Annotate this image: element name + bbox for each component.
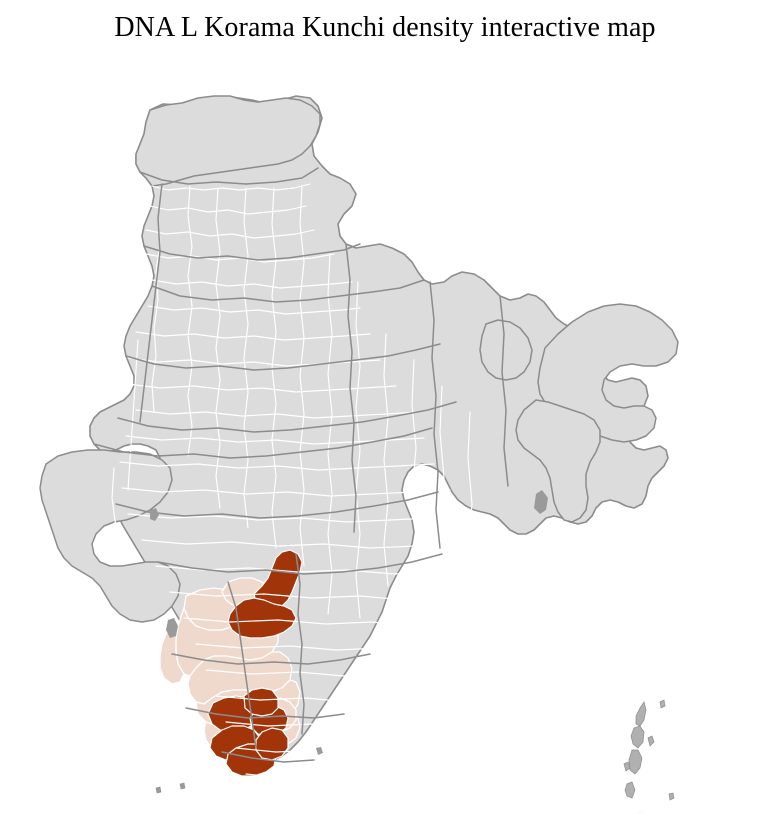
gujarat-kutch-region [39, 449, 181, 623]
northeast-states-group [479, 303, 679, 523]
island-north-andaman [635, 701, 647, 727]
page-title: DNA L Korama Kunchi density interactive … [114, 12, 656, 43]
enclave-daman-diu [150, 508, 159, 521]
enclave-pondicherry [316, 747, 323, 755]
island-lakshadweep-2 [179, 782, 186, 790]
sikkim-bengal-neck-region [479, 319, 533, 381]
andaman-nicobar-islands-group [623, 699, 675, 814]
island-middle-andaman [630, 725, 645, 749]
island-south-andaman [628, 749, 643, 775]
district-high-south-6[interactable] [243, 687, 279, 717]
district-high-south-5[interactable] [255, 727, 289, 761]
jammu-kashmir-region [135, 95, 321, 187]
india-map-svg[interactable] [0, 48, 770, 814]
map-canvas[interactable] [0, 48, 770, 814]
island-small-west [623, 761, 631, 772]
high-density-group[interactable] [207, 549, 303, 777]
district-high-north-2[interactable] [227, 597, 297, 639]
enclave-east-coast [534, 490, 548, 514]
district-border-mesh [111, 183, 473, 779]
island-andaman-dot-1 [668, 792, 675, 801]
lakshadweep-islands-group [155, 782, 186, 794]
island-small-east [647, 735, 655, 747]
state-border-lines [93, 167, 509, 763]
island-nancowry [659, 699, 666, 709]
island-little-andaman [624, 781, 636, 799]
island-lakshadweep-1 [155, 786, 162, 794]
district-low-7[interactable] [159, 625, 185, 685]
meghalaya-tripura-mizoram-region [515, 399, 601, 523]
enclave-goa [166, 618, 178, 638]
coastal-enclave-marks [150, 490, 548, 755]
